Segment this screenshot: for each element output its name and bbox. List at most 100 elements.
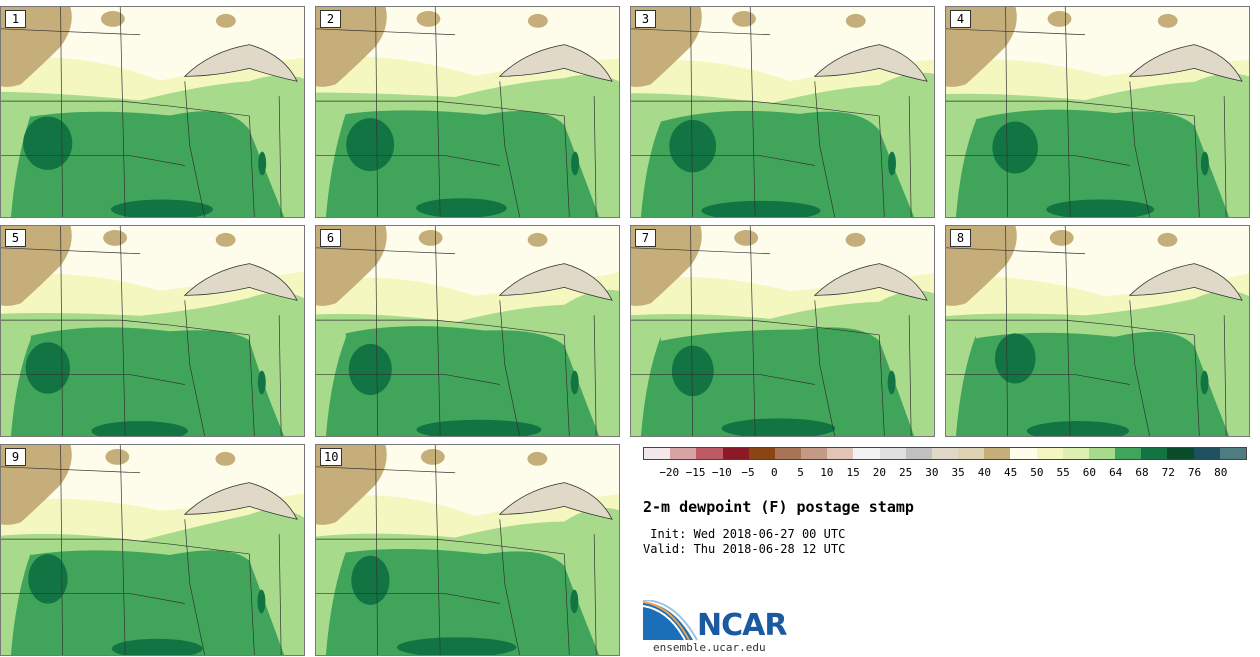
map-darkgreen-region [701,200,821,217]
panel-number-label: 8 [950,229,971,247]
border-line [946,247,1086,255]
lake-superior [498,44,613,82]
border-line [119,445,126,655]
colorbar-segment [696,448,723,459]
border-line [316,374,500,385]
border-line [1,374,185,385]
dewpoint-map [316,226,619,436]
border-line [1,28,141,36]
map-dry-region [845,232,866,247]
map-darkgreen-region [1200,151,1209,176]
map-dry-region [1157,13,1178,28]
dewpoint-map [1,7,304,217]
border-line [593,315,597,436]
lake-superior [183,482,298,520]
map-dry-region [418,229,443,246]
map-darkgreen-region [721,418,836,436]
border-line [814,300,835,436]
map-darkgreen-region [992,121,1038,174]
border-line [184,519,205,655]
map-darkgreen-region [416,198,507,217]
map-darkgreen-region [257,370,266,395]
lake-superior [1128,263,1243,301]
map-dry-region [100,10,125,27]
border-line [946,100,1195,117]
border-line [631,155,815,166]
colorbar-segment [1193,448,1220,459]
map-green-region [325,548,600,655]
border-line [184,300,205,436]
map-darkgreen-region [887,370,896,395]
map-dry-region [1047,10,1072,27]
map-darkgreen-region [110,199,213,217]
map-dry-region [527,451,548,466]
colorbar [643,447,1247,460]
map-dry-region [1157,232,1178,247]
map-green-region [640,327,915,436]
border-line [1223,96,1227,217]
lake-superior [498,482,613,520]
border-line [879,115,885,217]
border-line [1,319,250,336]
map-darkgreen-region [1026,421,1130,436]
map-dry-region [527,13,548,28]
colorbar-tick-label: 35 [951,466,965,479]
colorbar-tick-label: 40 [977,466,992,479]
map-dry-region [103,229,128,246]
forecast-panel: 10 [315,444,620,656]
colorbar-segment [644,448,671,459]
border-line [690,7,693,217]
colorbar-tick-label: −10 [711,466,732,479]
map-darkgreen-region [1200,370,1209,395]
border-line [564,334,570,436]
colorbar-tick-label: 5 [797,466,804,479]
map-dry-region [215,13,236,28]
border-line [316,247,456,255]
map-dry-region [215,451,236,466]
panel-number-label: 7 [635,229,656,247]
border-line [593,534,597,655]
map-dry-region [105,448,130,465]
border-line [1064,226,1071,436]
colorbar-tick-label: 30 [925,466,939,479]
border-line [1129,300,1150,436]
border-line [1,466,141,474]
border-line [278,315,282,436]
border-line [316,100,565,117]
border-line [1005,226,1008,436]
border-line [316,28,456,36]
colorbar-segment [1010,448,1037,459]
dewpoint-map [946,226,1249,436]
panel-number-label: 4 [950,10,971,28]
border-line [908,315,912,436]
colorbar-segment [1088,448,1116,459]
border-line [60,445,63,655]
border-line [1,538,250,555]
border-line [249,115,255,217]
border-line [375,226,378,436]
forecast-panel: 3 [630,6,935,218]
colorbar-segment [722,448,749,459]
map-dry-region [215,232,236,247]
map-darkgreen-region [348,343,392,395]
chart-title: 2-m dewpoint (F) postage stamp [643,498,914,516]
map-darkgreen-region [994,333,1036,384]
colorbar-tick-label: 64 [1109,466,1123,479]
colorbar-tick-label: 15 [846,466,860,479]
border-line [631,247,771,255]
map-dry-region [420,448,445,465]
border-line [119,226,126,436]
dewpoint-map [631,7,934,217]
border-line [1194,115,1200,217]
colorbar-tick-label: 20 [872,466,886,479]
border-line [434,445,441,655]
map-dry-region [734,229,759,246]
colorbar-tick-label: −15 [685,466,706,479]
colorbar-segment [1167,448,1194,459]
map-darkgreen-region [571,151,580,176]
forecast-panel: 1 [0,6,305,218]
init-time: Init: Wed 2018-06-27 00 UTC [643,527,846,541]
map-dry-region [732,10,756,27]
border-line [908,96,912,217]
colorbar-tick-label: −20 [659,466,680,479]
